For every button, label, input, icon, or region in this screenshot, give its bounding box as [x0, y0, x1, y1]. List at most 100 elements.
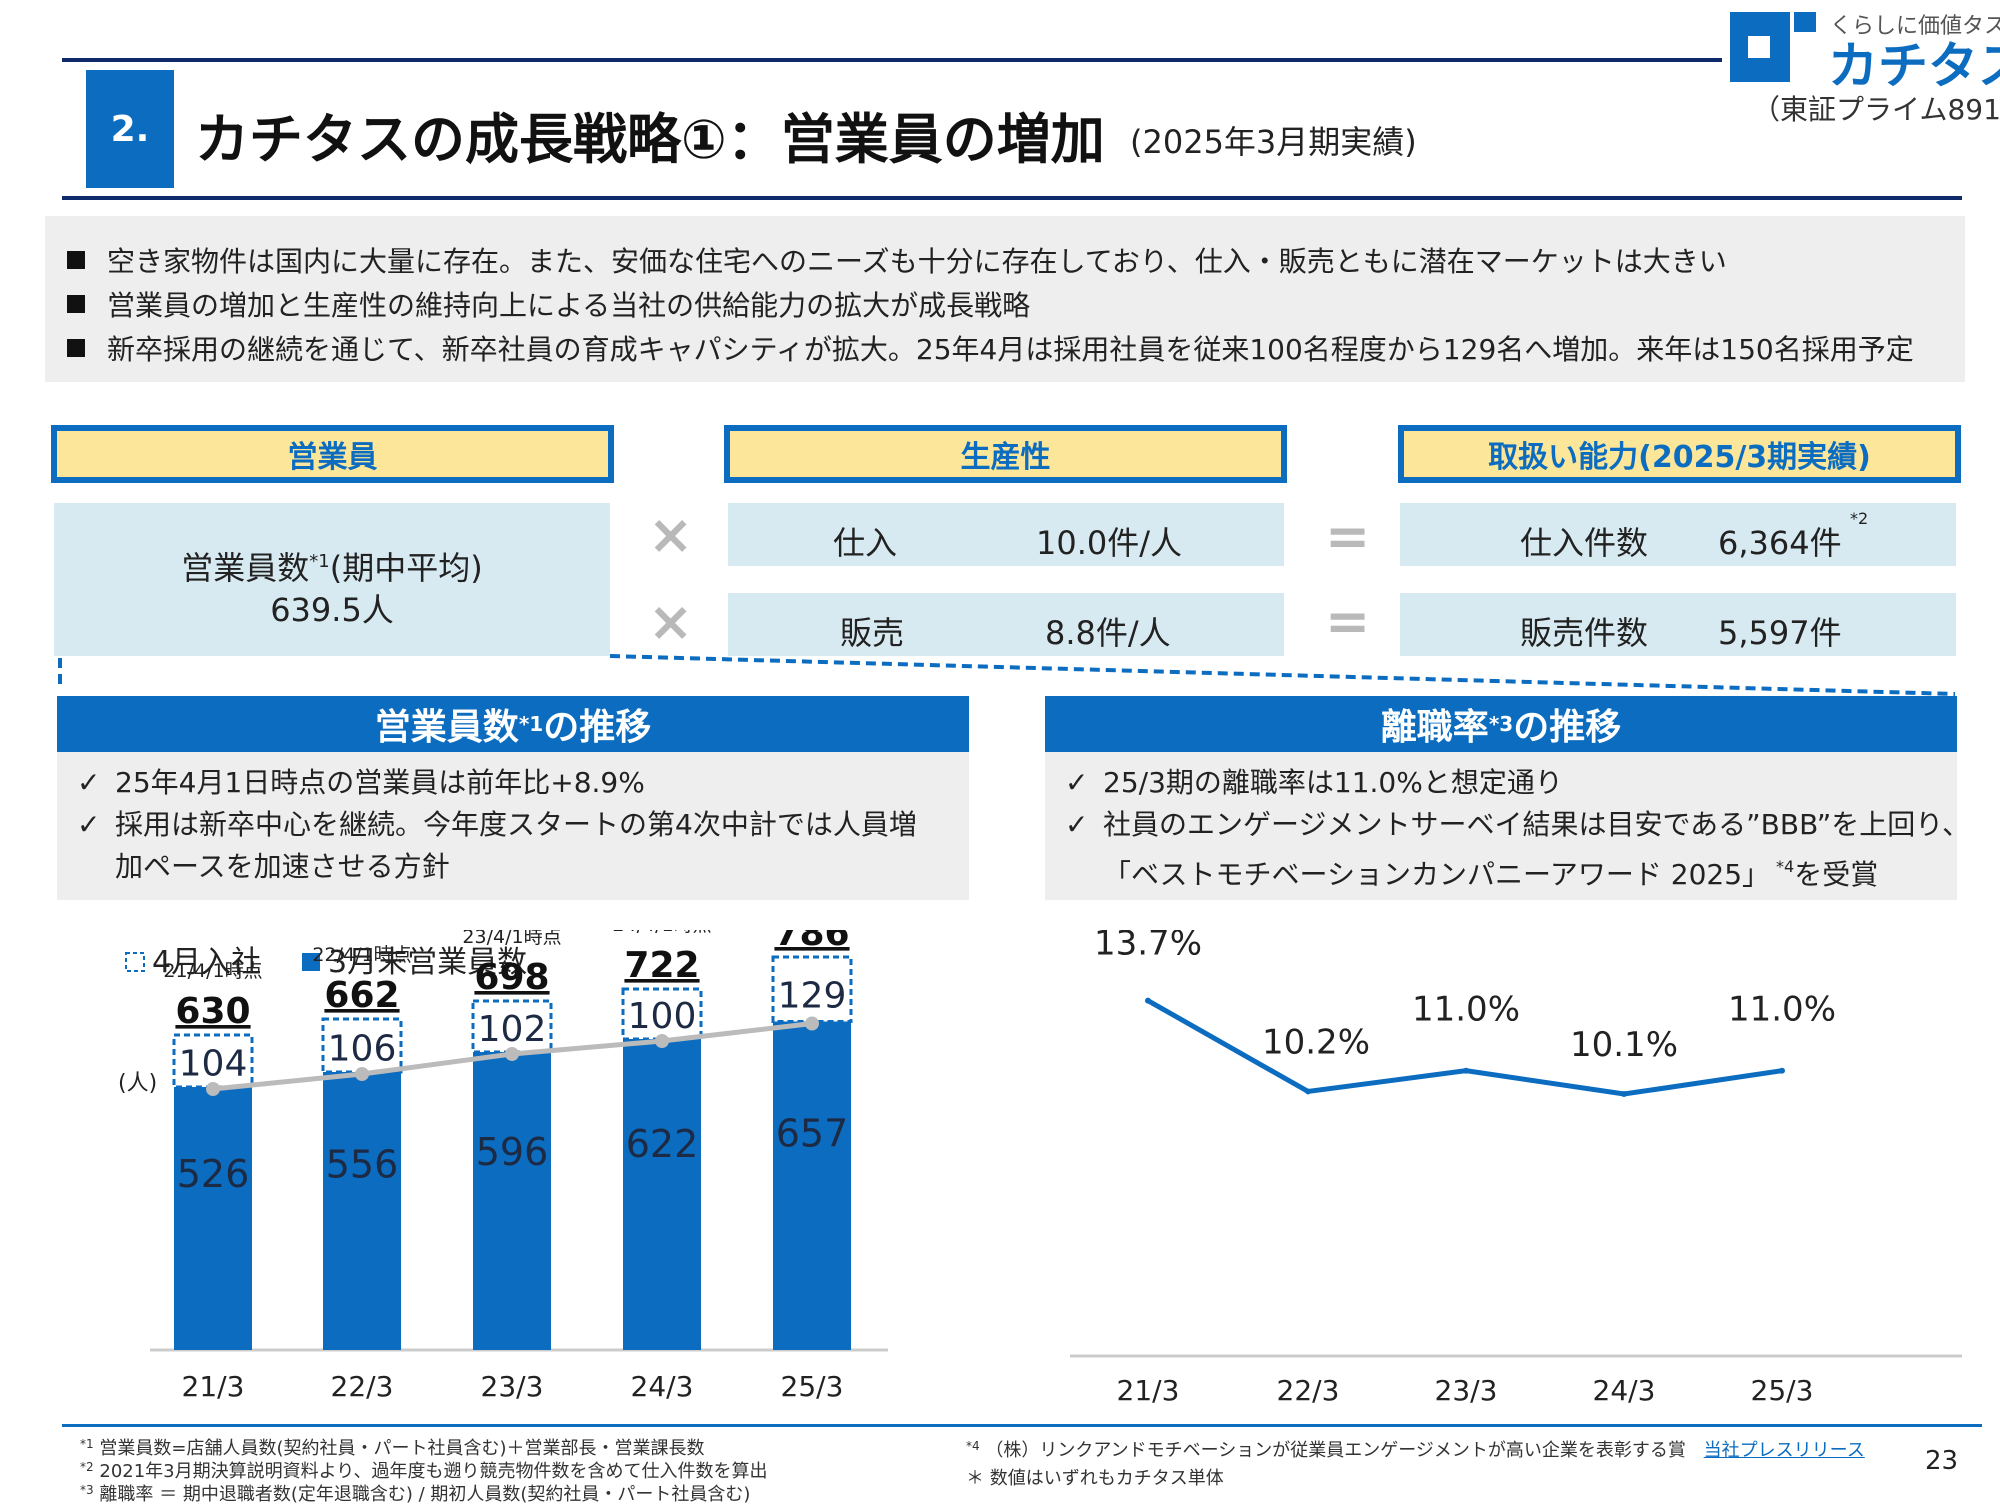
staff-cell: 営業員数*1(期中平均) 639.5人 [54, 503, 610, 656]
bar-march-value: 657 [776, 1111, 849, 1155]
trend-point [655, 1034, 669, 1048]
x-tick-label: 25/3 [781, 1370, 844, 1403]
sales-label: 販売 [840, 614, 905, 652]
turnover-point [1463, 1067, 1469, 1074]
trend-point [805, 1016, 819, 1031]
bar-march-staff [174, 1087, 252, 1350]
check-icon: ✓ [77, 766, 101, 799]
x-tick-label: 23/3 [1435, 1374, 1498, 1407]
bar-total-date: 24/4/1時点 [612, 930, 711, 936]
press-release-link[interactable]: 当社プレスリリース [1703, 1440, 1865, 1461]
legend-april-swatch [125, 952, 145, 972]
bar-april-hires [471, 999, 553, 1054]
sales-count-value: 5,597件 [1718, 614, 1842, 652]
footnote-3: *3 離職率 ＝ 期中退職者数(定年退職含む) / 期初人員数(契約社員・パート… [80, 1483, 751, 1505]
purchase-value: 10.0件/人 [1036, 524, 1183, 562]
bar-total-value: 698 [474, 957, 549, 998]
section-number: 2. [86, 70, 174, 188]
bullet-square-icon [67, 339, 85, 357]
purchase-count-cell: 仕入件数 6,364件 *2 [1400, 503, 1956, 566]
bullet-square-icon [67, 295, 85, 313]
purchase-count-value: 6,364件 [1718, 524, 1842, 562]
bullet-2: 営業員の増加と生産性の維持向上による当社の供給能力の拡大が成長戦略 [67, 284, 1030, 324]
dashed-connector [58, 654, 1956, 696]
title-bottom-rule [62, 196, 1962, 200]
multiply-icon: × [648, 503, 694, 566]
bar-march-value: 622 [626, 1122, 699, 1166]
top-rule [62, 58, 1722, 62]
purchase-label: 仕入 [833, 524, 898, 562]
productivity-header: 生産性 [724, 425, 1287, 483]
turnover-point [1305, 1088, 1311, 1095]
trend-point [355, 1067, 369, 1081]
x-tick-label: 22/3 [331, 1370, 394, 1403]
summary-bullets: 空き家物件は国内に大量に存在。また、安価な住宅へのニーズも十分に存在しており、仕… [45, 216, 1965, 382]
turnover-data-label: 10.1% [1570, 1025, 1678, 1065]
check-icon: ✓ [1065, 766, 1089, 799]
y-axis-unit-label: (人) [118, 1071, 157, 1096]
x-tick-label: 25/3 [1751, 1374, 1814, 1407]
footnote-5: ＊ 数値はいずれもカチタス単体 [966, 1468, 1224, 1489]
turnover-point-2: 社員のエンゲージメントサーベイ結果は目安である”BBB”を上回り、 [1103, 808, 1971, 841]
sales-count-label: 販売件数 [1520, 614, 1649, 652]
multiply-icon: × [648, 590, 694, 653]
x-tick-label: 21/3 [1117, 1374, 1180, 1407]
bar-march-staff [773, 1021, 851, 1350]
bar-april-hires [621, 987, 703, 1041]
bullet-square-icon [67, 251, 85, 269]
trend-point [206, 1082, 220, 1096]
turnover-data-label: 11.0% [1412, 990, 1520, 1030]
turnover-point-3: 「ベストモチベーションカンパニーアワード 2025」 *4を受賞 [1103, 857, 1879, 891]
legend-march-label: 3月末営業員数 [328, 945, 527, 980]
legend-march-swatch [302, 953, 320, 971]
check-icon: ✓ [1065, 808, 1089, 841]
bar-total-date: 23/4/1時点 [462, 930, 561, 948]
bar-total-value: 722 [624, 945, 699, 986]
x-tick-label: 21/3 [182, 1370, 245, 1403]
bullet-3: 新卒採用の継続を通じて、新卒社員の育成キャパシティが拡大。25年4月は採用社員を… [67, 328, 1914, 368]
turnover-point [1145, 997, 1151, 1004]
x-tick-label: 24/3 [631, 1370, 694, 1403]
staff-value: 639.5人 [270, 591, 394, 629]
bar-march-staff [623, 1039, 701, 1350]
purchase-cell: 仕入 10.0件/人 [728, 503, 1284, 566]
bar-total-date: 22/4/1時点 [312, 944, 411, 966]
bar-april-value: 106 [328, 1028, 397, 1069]
x-tick-label: 23/3 [481, 1370, 544, 1403]
staff-label: 営業員数*1(期中平均) [181, 549, 483, 587]
purchase-count-label: 仕入件数 [1520, 524, 1649, 562]
logo-tagline: くらしに価値タス [1830, 14, 2000, 39]
equals-icon: = [1325, 505, 1371, 568]
bar-march-staff [323, 1072, 401, 1350]
turnover-point [1621, 1091, 1627, 1098]
headcount-point-1: 25年4月1日時点の営業員は前年比+8.9% [115, 766, 645, 799]
equals-icon: = [1325, 590, 1371, 653]
logo-mark-icon [1730, 12, 1816, 82]
bar-march-value: 526 [177, 1152, 250, 1196]
headcount-point-3: 加ペースを加速させる方針 [115, 850, 450, 883]
footer-rule [62, 1424, 1982, 1427]
bar-april-value: 100 [628, 996, 697, 1037]
footnote-4: *4 （株）リンクアンドモチベーションが従業員エンゲージメントが高い企業を表彰す… [966, 1439, 1865, 1461]
page-number: 23 [1925, 1446, 1959, 1476]
turnover-data-label: 10.2% [1262, 1022, 1370, 1062]
sales-value: 8.8件/人 [1045, 614, 1171, 652]
bar-total-value: 786 [774, 930, 849, 954]
headcount-panel-body: ✓ 25年4月1日時点の営業員は前年比+8.9% ✓ 採用は新卒中心を継続。今年… [57, 752, 969, 900]
logo-name: カチタス [1828, 37, 2000, 95]
headcount-panel-title: 営業員数 *1 の推移 [57, 696, 969, 752]
turnover-panel-title: 離職率 *3 の推移 [1045, 696, 1957, 752]
bar-total-value: 662 [324, 975, 399, 1016]
turnover-point [1779, 1067, 1785, 1074]
headcount-point-2: 採用は新卒中心を継続。今年度スタートの第4次中計では人員増 [115, 808, 917, 841]
turnover-chart: 13.7% 21/3 10.2% 22/3 11.0% 23/3 10.1% 24/3 11.0… [1070, 930, 1962, 1407]
bar-march-staff [473, 1052, 551, 1350]
bar-march-value: 596 [476, 1130, 549, 1174]
bar-march-value: 556 [326, 1143, 399, 1187]
footnote-2: *2 2021年3月期決算説明資料より、過年度も遡り競売物件数を含めて仕入件数を… [80, 1460, 768, 1482]
bar-april-value: 104 [179, 1044, 248, 1085]
staff-header: 営業員 [51, 425, 614, 483]
headcount-chart: 4月入社 3月末営業員数 (人) 526 104 630 21/4/1時点 21/3 556 10… [118, 930, 888, 1403]
check-icon: ✓ [77, 808, 101, 841]
purchase-count-note: *2 [1850, 509, 1869, 528]
